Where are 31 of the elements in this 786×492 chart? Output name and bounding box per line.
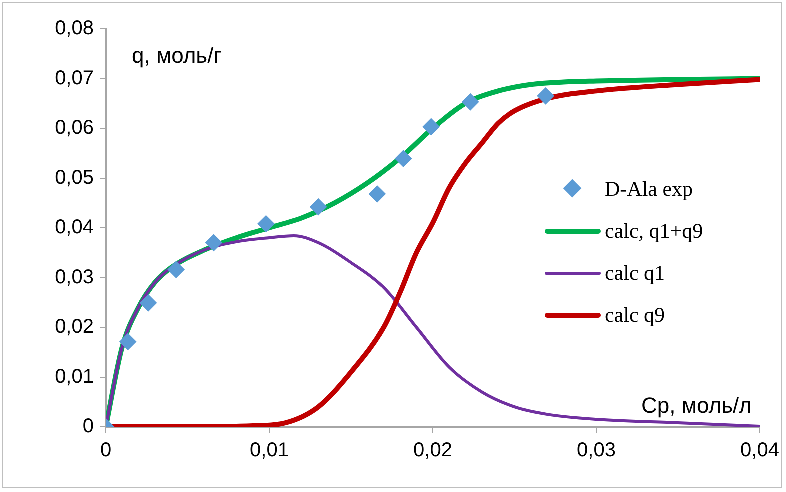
point bbox=[537, 88, 554, 105]
x-tick-label: 0,04 bbox=[740, 440, 780, 462]
y-tick-label: 0 bbox=[82, 416, 94, 438]
y-tick-label: 0,08 bbox=[55, 18, 94, 40]
point bbox=[310, 198, 328, 216]
y-tick-label: 0,05 bbox=[55, 166, 94, 189]
y-tick-label: 0,03 bbox=[55, 266, 94, 288]
point bbox=[258, 216, 275, 233]
point bbox=[422, 118, 440, 136]
legend-label: D-Ala exp bbox=[605, 176, 694, 202]
y-tick-label: 0,06 bbox=[55, 117, 94, 140]
y-axis-title: q, моль/г bbox=[132, 43, 222, 68]
point bbox=[205, 234, 222, 252]
point bbox=[368, 186, 386, 203]
point bbox=[462, 94, 480, 111]
y-tick-label: 0,01 bbox=[55, 366, 94, 388]
x-tick-label: 0,01 bbox=[250, 440, 289, 462]
x-tick-label: 0 bbox=[100, 440, 112, 462]
point bbox=[168, 261, 185, 278]
x-tick-label: 0,03 bbox=[577, 440, 616, 462]
legend-label: calc, q1+q9 bbox=[605, 218, 704, 244]
x-axis-title: Ср, моль/л bbox=[642, 393, 752, 418]
y-tick-label: 0,02 bbox=[55, 316, 94, 338]
point bbox=[140, 294, 158, 312]
legend-label: calc q9 bbox=[605, 302, 666, 328]
y-tick-label: 0,04 bbox=[55, 216, 94, 239]
y-tick-label: 0,07 bbox=[55, 67, 94, 90]
point bbox=[395, 150, 412, 168]
x-tick-label: 0,02 bbox=[414, 440, 452, 462]
legend-label: calc q1 bbox=[605, 260, 666, 286]
point bbox=[120, 333, 137, 350]
